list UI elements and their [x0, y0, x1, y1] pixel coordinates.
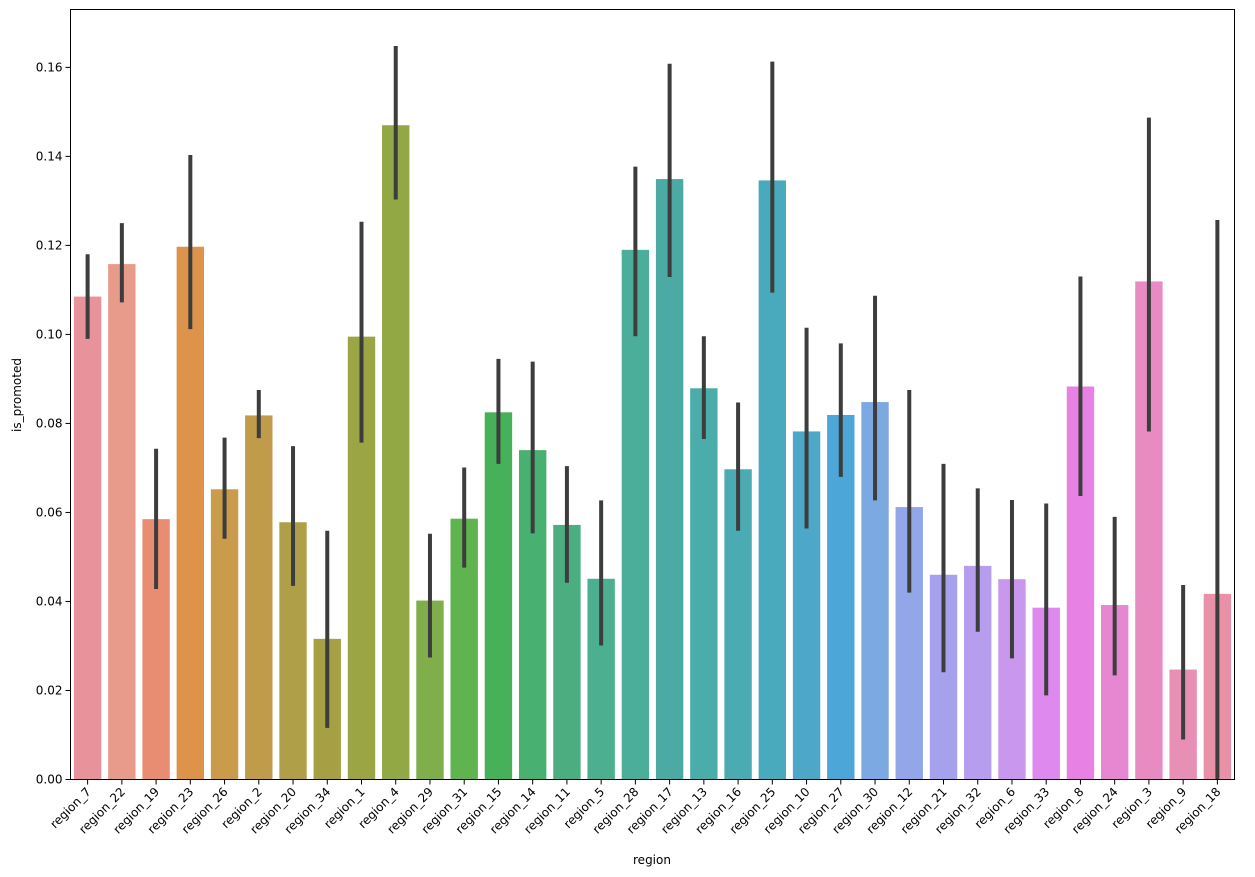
y-axis: 0.00 0.02 0.04 0.06 0.08 0.10 0.12 0.14 0.16: [36, 60, 71, 787]
bar-region_17: [655, 179, 684, 780]
plot-frame: [70, 9, 1235, 780]
y-tick-label: 0.12: [36, 238, 63, 252]
bar-region_28: [621, 249, 650, 780]
y-tick-label: 0.14: [36, 149, 63, 163]
bar-region_22: [108, 264, 136, 780]
y-tick-label: 0.10: [36, 327, 63, 341]
bar-region_15: [484, 412, 513, 780]
x-axis: region_7region_22region_19region_23regio…: [47, 779, 1224, 837]
y-tick-label: 0.02: [36, 683, 63, 697]
bars-group: [73, 125, 1232, 780]
y-tick-label: 0.06: [36, 505, 63, 519]
error-bars-group: [85, 45, 1220, 780]
bar-region_7: [73, 296, 102, 780]
y-tick-label: 0.00: [36, 773, 63, 787]
y-tick-label: 0.04: [36, 594, 63, 608]
y-tick-label: 0.08: [36, 416, 63, 430]
bar-region_13: [690, 388, 718, 780]
y-axis-label: is_promoted: [10, 358, 24, 432]
bar-region_4: [382, 125, 410, 780]
y-tick-label: 0.16: [36, 60, 63, 74]
x-axis-label: region: [633, 853, 671, 867]
bar-region_23: [176, 246, 205, 780]
bar-region_2: [245, 415, 273, 780]
